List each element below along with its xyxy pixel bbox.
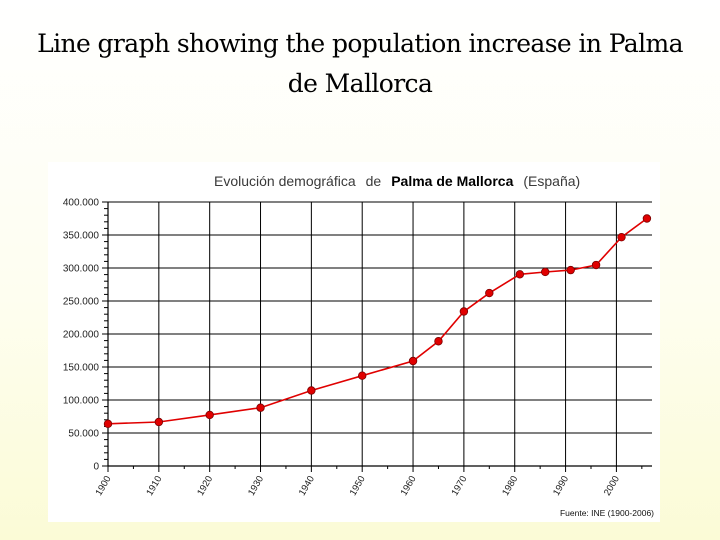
series-line-0	[107, 217, 648, 425]
x-tick-label-2: 1920	[195, 474, 215, 498]
data-point-11	[541, 267, 550, 277]
data-point-5	[358, 371, 367, 380]
data-point-4	[307, 386, 316, 395]
data-point-14	[617, 232, 626, 242]
slide-title: Line graph showing the population increa…	[37, 29, 683, 98]
chart-panel: Evolución demográfica de Palma de Mallor…	[48, 162, 660, 522]
data-point-0	[103, 419, 113, 429]
series-layer	[103, 214, 652, 429]
y-tick-label-6: 300.000	[63, 264, 100, 275]
x-tick-label-10: 2000	[602, 474, 622, 498]
x-tick-label-7: 1970	[449, 474, 469, 498]
chart-title-part-3: Palma de Mallorca	[391, 173, 513, 189]
x-tick-label-4: 1940	[297, 474, 317, 498]
data-point-12	[566, 265, 575, 275]
x-tick-label-3: 1930	[246, 474, 266, 498]
y-tick-label-2: 100.000	[63, 396, 100, 407]
chart-title: Evolución demográfica de Palma de Mallor…	[214, 173, 580, 190]
data-point-7	[434, 337, 443, 346]
y-tick-label-3: 150.000	[63, 363, 100, 374]
x-tick-label-0: 1900	[94, 474, 114, 498]
y-tick-label-4: 200.000	[63, 330, 100, 341]
y-tick-label-8: 400.000	[63, 198, 100, 209]
x-tick-label-1: 1910	[144, 474, 164, 498]
chart-title-part-2: de	[366, 173, 382, 189]
x-tick-label-9: 1990	[551, 474, 571, 498]
chart-title-part-1: Evolución demográfica	[214, 173, 356, 189]
data-point-2	[205, 410, 214, 420]
data-point-15	[642, 214, 652, 223]
y-axis-tick-labels: 0 50.000 100.000 150.000 200.000 250.000 300.0…	[63, 198, 100, 473]
x-tick-label-8: 1980	[500, 474, 520, 498]
population-line-chart: Evolución demográfica de Palma de Mallor…	[63, 173, 654, 518]
data-point-9	[485, 288, 494, 298]
y-tick-label-0: 0	[93, 462, 99, 473]
source-note: Fuente: INE (1900-2006)	[560, 508, 654, 518]
data-point-6	[408, 356, 418, 366]
x-axis-tick-labels: 1900 1910 1920 1930 1940 1950 1960 1970 1980 1990…	[94, 474, 623, 498]
data-point-13	[591, 260, 601, 270]
data-point-10	[515, 270, 525, 279]
x-tick-label-6: 1960	[399, 474, 419, 498]
y-tick-label-1: 50.000	[68, 429, 99, 440]
data-point-1	[154, 417, 164, 427]
gridlines	[107, 201, 652, 467]
y-tick-label-5: 250.000	[63, 297, 100, 308]
axes	[102, 201, 652, 472]
data-point-8	[459, 307, 469, 316]
x-tick-label-5: 1950	[348, 474, 368, 498]
y-tick-label-7: 350.000	[63, 231, 100, 242]
chart-title-part-4: (España)	[523, 173, 580, 189]
data-point-3	[256, 403, 265, 412]
